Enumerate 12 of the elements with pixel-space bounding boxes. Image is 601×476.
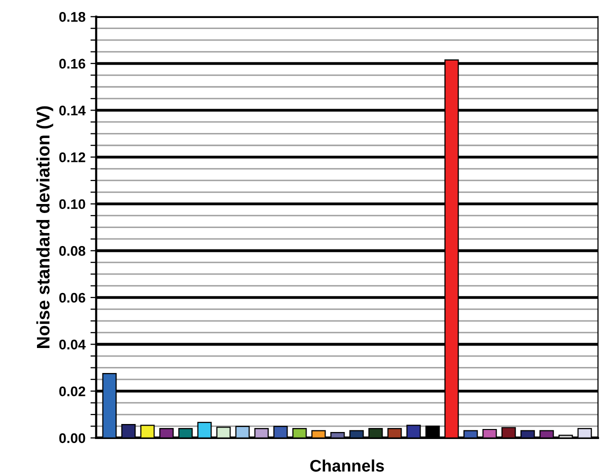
y-tick-label: 0.02 [59, 386, 86, 396]
y-tick-label: 0.08 [59, 246, 86, 256]
y-tick-label: 0.16 [59, 58, 86, 69]
y-tick-label: 0.18 [59, 12, 86, 22]
y-tick-label: 0.14 [59, 106, 86, 116]
y-tick-label: 0.12 [59, 152, 86, 162]
y-tick-label: 0.10 [59, 199, 86, 210]
y-axis-title: Noise standard deviation (V) [36, 106, 54, 348]
y-tick-label: 0.06 [59, 292, 86, 303]
y-tick-label: 0.00 [59, 433, 86, 444]
y-tick-label: 0.04 [59, 340, 86, 350]
x-axis-title: Channels [310, 459, 384, 472]
